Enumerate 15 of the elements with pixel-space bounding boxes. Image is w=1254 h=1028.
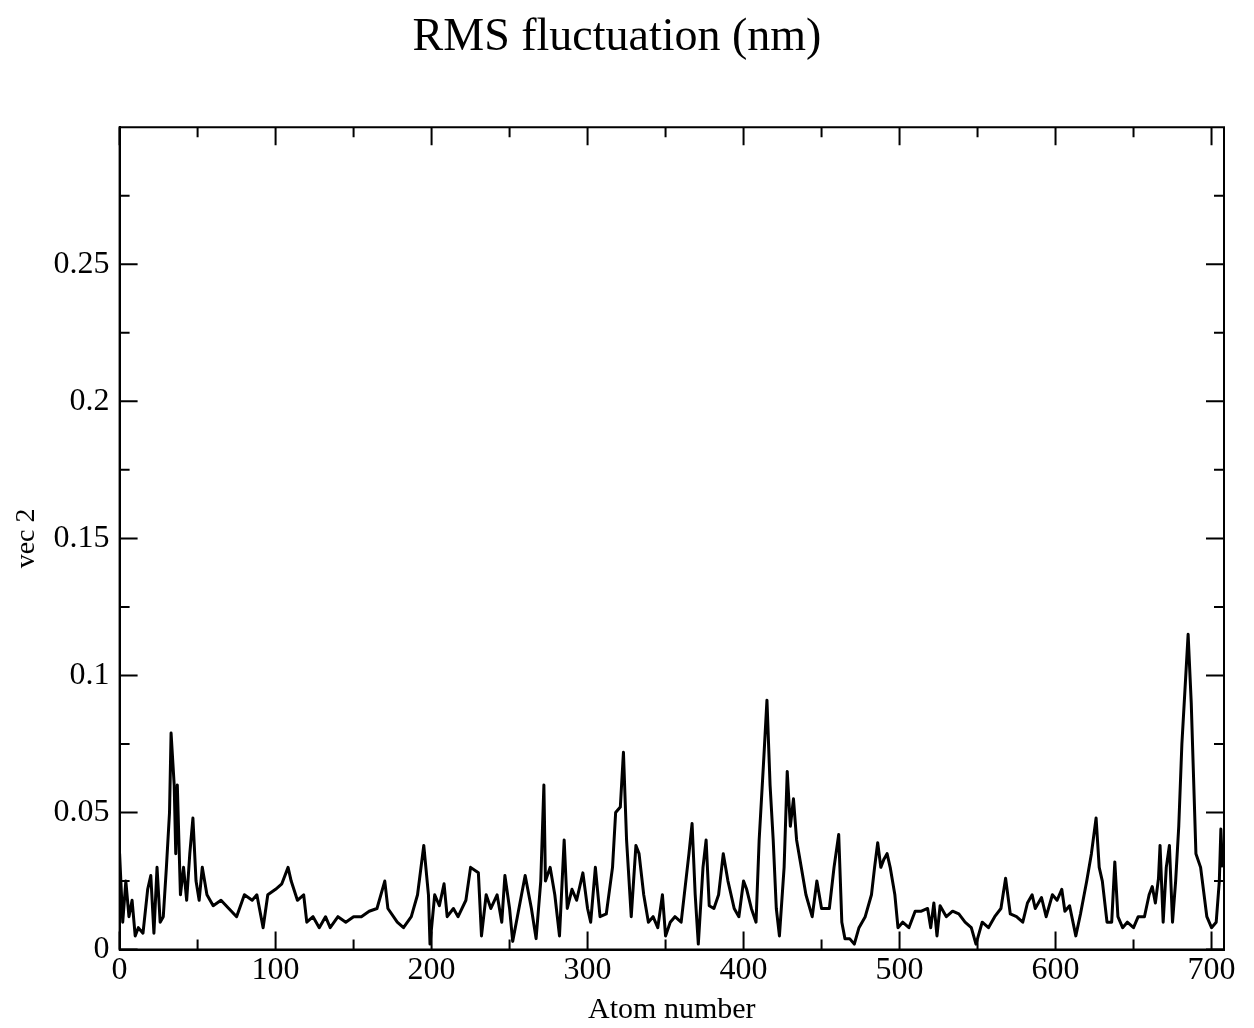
x-tick-label: 500 — [875, 950, 924, 987]
x-tick-label: 600 — [1031, 950, 1080, 987]
y-tick-label: 0.25 — [53, 243, 110, 280]
x-tick-label: 300 — [563, 950, 612, 987]
x-tick-label: 700 — [1187, 950, 1236, 987]
chart-title: RMS fluctuation (nm) — [412, 8, 822, 60]
y-tick-label: 0.15 — [53, 517, 110, 554]
x-tick-label: 100 — [251, 950, 300, 987]
x-tick-label: 200 — [407, 950, 456, 987]
y-tick-label: 0.05 — [53, 791, 110, 828]
y-tick-label: 0.2 — [69, 380, 110, 417]
x-axis-title: Atom number — [588, 990, 756, 1024]
y-axis-title: vec 2 — [9, 508, 41, 569]
x-tick-label: 400 — [719, 950, 768, 987]
y-tick-label: 0.1 — [69, 654, 110, 691]
